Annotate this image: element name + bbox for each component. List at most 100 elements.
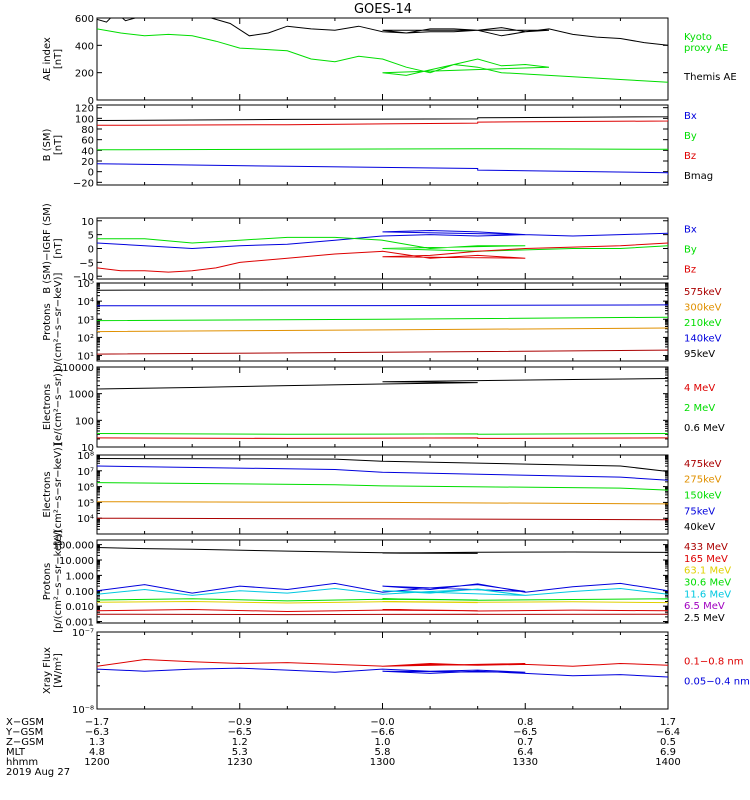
legend-entry: 0.05−0.4 nm <box>684 677 750 688</box>
y-axis-label: B (SM) <box>42 128 53 161</box>
ephemeris-table: X−GSM −1.7 −0.9 −0.0 0.8 1.7 Y−GSM −6.3 −6.5 −6.6… <box>5 717 681 778</box>
y-tick-label: 100 <box>75 416 94 427</box>
y-tick-label: 10⁵ <box>77 279 94 290</box>
legend-entry: 11.6 MeV <box>684 589 731 600</box>
y-tick-label: 10⁴ <box>77 514 94 525</box>
legend-entry: By <box>684 131 697 142</box>
ephemeris-row-label: hhmm <box>6 757 38 768</box>
ephemeris-value: −6.5 <box>228 727 252 738</box>
legend-entry: 0.6 MeV <box>684 423 725 434</box>
y-tick-label: 80 <box>81 125 94 136</box>
series-line-63-1-mev <box>97 600 668 604</box>
y-tick-label: −5 <box>79 258 94 269</box>
y-tick-label: 400 <box>75 41 94 52</box>
y-tick-label: 5 <box>88 231 94 242</box>
ephemeris-row-label: X−GSM <box>6 717 44 728</box>
y-tick-label: 10⁴ <box>77 297 94 308</box>
y-axis-label: [nT] <box>53 49 64 69</box>
series-line-575kev <box>97 349 668 355</box>
y-tick-label: 200 <box>75 69 94 80</box>
panel-bigrf: −10 −5 0 5 10 B (SM)−IGRF (SM) [nT] Bx By Bz <box>42 203 697 294</box>
legend-entry: 2.5 MeV <box>684 613 725 624</box>
series-line-4-mev <box>97 437 668 439</box>
y-axis-label: [e/(cm²−s−sr)] <box>53 369 64 445</box>
series-line-kyoto-proxy-ae <box>97 28 668 90</box>
series-line-150kev <box>97 482 668 491</box>
y-tick-label: 100 <box>75 114 94 125</box>
y-tick-label: 10000 <box>62 363 94 374</box>
y-tick-label: 60 <box>81 136 94 147</box>
y-axis-label: Electrons <box>42 384 53 430</box>
ephemeris-value: 5.3 <box>232 747 248 758</box>
panel-frame <box>96 282 669 362</box>
ephemeris-value: 1200 <box>84 757 109 768</box>
legend-entry: 4 MeV <box>684 383 715 394</box>
y-tick-label: 10⁻⁷ <box>72 628 94 639</box>
y-tick-label: 10⁸ <box>77 451 94 462</box>
y-tick-label: 10¹ <box>77 352 94 363</box>
y-axis-label: Xray Flux <box>42 647 53 694</box>
y-tick-label: 20 <box>81 157 94 168</box>
series-line-11-6-mev <box>97 587 668 596</box>
ephemeris-value: 0.8 <box>517 717 533 728</box>
legend-entry: Bz <box>684 151 696 162</box>
y-tick-label: 10⁵ <box>77 498 94 509</box>
y-tick-label: 0 <box>88 96 94 107</box>
y-axis-label: Protons <box>42 563 53 600</box>
legend-entry: proxy AE <box>684 43 728 54</box>
legend-entry: 2 MeV <box>684 403 715 414</box>
panel-frame <box>96 631 669 710</box>
series-line-2-5-mev <box>97 547 668 554</box>
y-axis-label: Protons <box>42 303 53 340</box>
series-line-30-6-mev <box>97 598 668 602</box>
y-axis-label: [e/(cm²−s−sr−keV)] <box>53 443 64 546</box>
legend-entry: 0.1−0.8 nm <box>684 657 743 668</box>
y-tick-label: 10.000 <box>59 556 94 567</box>
y-tick-label: 100.000 <box>53 541 94 552</box>
legend-entry: Bx <box>684 225 697 236</box>
ephemeris-value: 6.9 <box>660 747 676 758</box>
series-line-40kev <box>97 458 668 472</box>
series-line-165-mev <box>97 608 668 613</box>
ephemeris-value: 1.7 <box>660 717 676 728</box>
ephemeris-value: 1230 <box>227 757 252 768</box>
series-line-6-5-mev <box>97 582 668 594</box>
y-tick-label: 1.000 <box>65 571 94 582</box>
ephemeris-value: 1.2 <box>232 737 248 748</box>
y-tick-label: 600 <box>75 14 94 25</box>
y-tick-label: 10⁻⁸ <box>72 705 94 716</box>
panel-electrons1: 10 100 1000 10000 Electrons [e/(cm²−s−sr)] 4 M… <box>42 363 725 454</box>
legend-entry: Bz <box>684 265 696 276</box>
y-tick-label: −20 <box>73 178 94 189</box>
ephemeris-value: −1.7 <box>85 717 109 728</box>
legend-entry: 6.5 MeV <box>684 601 725 612</box>
ephemeris-value: −6.4 <box>656 727 680 738</box>
legend-entry: Themis AE <box>683 72 737 83</box>
series-line-0-1-0-8-nm <box>97 658 668 667</box>
ephemeris-row-label: Y−GSM <box>5 727 43 738</box>
ephemeris-value: 6.4 <box>517 747 533 758</box>
series-line-75kev <box>97 465 668 481</box>
legend-entry: 150keV <box>684 491 722 502</box>
series-line-0-05-0-4-nm <box>97 667 668 681</box>
legend-entry: 165 MeV <box>684 554 728 565</box>
legend-entry: 95keV <box>684 349 715 360</box>
chart-title: GOES-14 <box>354 2 412 17</box>
legend-entry: 210keV <box>684 318 722 329</box>
panel-protons2: 0.001 0.010 0.100 1.000 10.000 100.000Protons… <box>42 530 731 633</box>
date-label: 2019 Aug 27 <box>6 767 70 778</box>
y-axis-label: Electrons <box>42 471 53 517</box>
series-line-themis-ae <box>97 18 668 74</box>
ephemeris-row-label: MLT <box>6 747 26 758</box>
series-line-140kev <box>97 304 668 307</box>
y-tick-label: 10² <box>77 333 94 344</box>
series-line-bmag <box>97 116 668 121</box>
y-tick-label: 10 <box>81 443 94 454</box>
legend-entry: 275keV <box>684 475 722 486</box>
y-tick-label: 40 <box>81 146 94 157</box>
series-line-bz <box>97 236 668 273</box>
y-axis-label: [W/m²] <box>53 653 64 688</box>
y-axis-label: AE index <box>42 37 53 81</box>
